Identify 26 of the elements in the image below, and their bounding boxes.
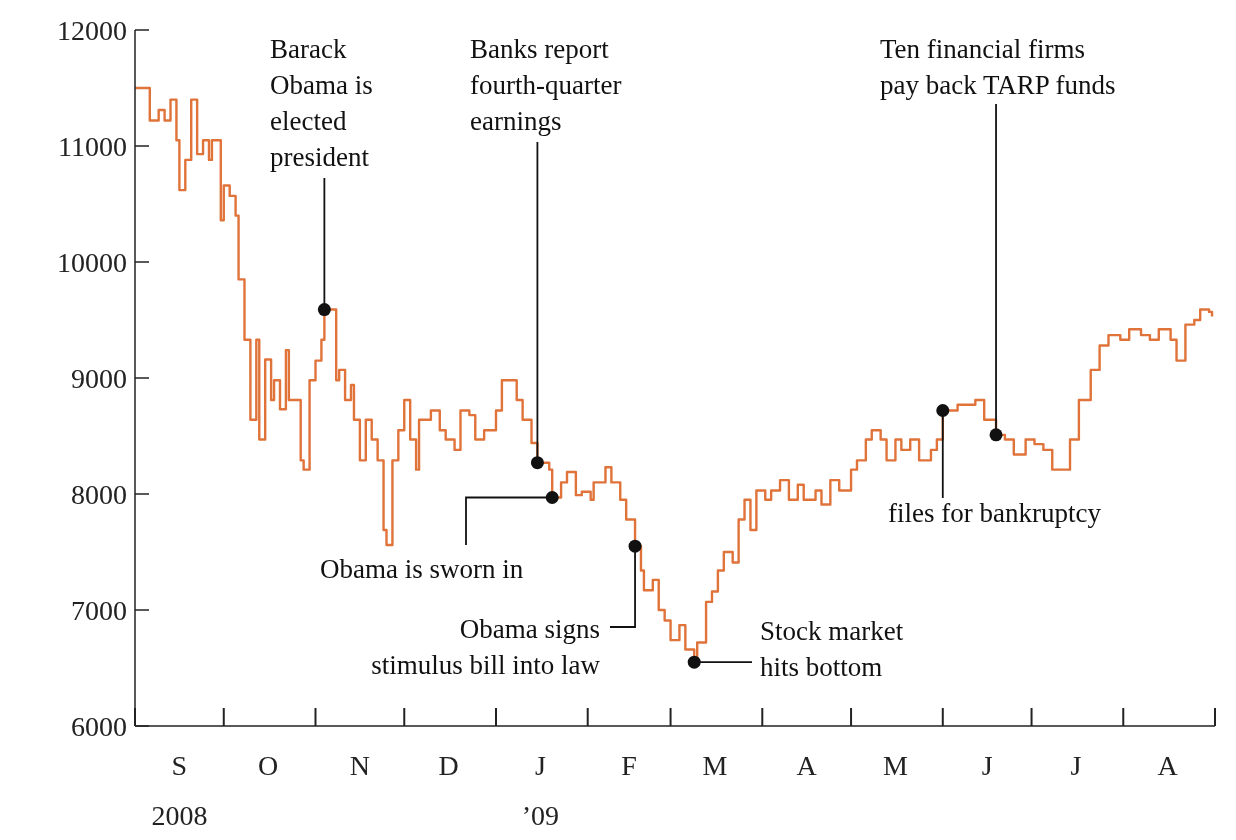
annotation: Ten financial firms pay back TARP funds [880,34,1116,100]
y-tick-label: 11000 [58,130,127,162]
annotation: files for bankruptcy [888,498,1102,528]
annotation: Obama is sworn in [320,554,524,584]
y-tick-label: 12000 [57,14,127,46]
annotation: Obama signs stimulus bill into law [371,614,601,680]
x-tick-label: O [258,750,279,781]
y-tick-label: 7000 [71,594,127,626]
x-tick-label: D [438,750,459,781]
x-tick-label: N [349,750,370,781]
annotation: Stock market hits bottom [760,616,904,682]
x-tick-label: M [702,750,728,781]
annotation: Banks report fourth-quarter earnings [470,34,622,136]
y-tick-label: 6000 [71,710,127,742]
y-tick-label: 10000 [57,246,127,278]
y-tick-label: 8000 [71,478,127,510]
x-tick-label: J [981,750,993,781]
x-tick-label: J [1070,750,1082,781]
x-tick-label: J ’09 [521,750,560,831]
x-tick-label: A [1157,750,1179,781]
y-tick-label: 9000 [71,362,127,394]
annotation: Barack Obama is elected president [270,34,373,172]
x-tick-label: M [882,750,908,781]
x-tick-label: A [796,750,818,781]
x-tick-label: S 2008 [151,750,208,831]
x-tick-label: F [621,750,637,781]
